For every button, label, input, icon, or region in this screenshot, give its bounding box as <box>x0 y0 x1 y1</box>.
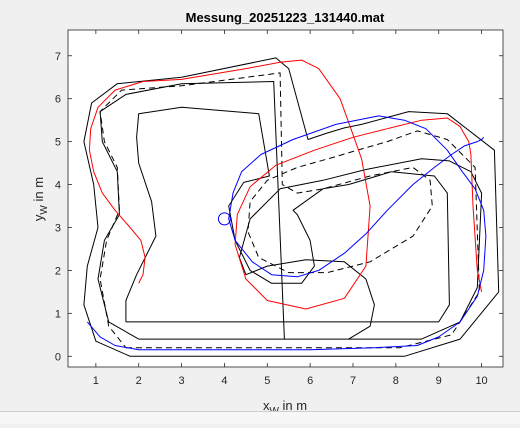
series-line-1 <box>83 57 500 357</box>
y-tick-label: 0 <box>55 351 61 363</box>
x-tick-label: 1 <box>93 375 99 387</box>
y-tick-label: 2 <box>55 265 61 277</box>
x-tick-label: 5 <box>264 375 270 387</box>
axes-box <box>67 29 504 368</box>
chart-title: Messung_20251223_131440.mat <box>186 10 385 25</box>
series-line-5 <box>88 59 483 310</box>
x-tick-label: 6 <box>307 375 313 387</box>
x-tick-label: 4 <box>221 375 227 387</box>
x-tick-label: 8 <box>393 375 399 387</box>
y-tick-label: 5 <box>55 137 61 149</box>
y-tick-label: 7 <box>55 51 61 63</box>
y-tick-label: 3 <box>55 222 61 234</box>
x-tick-label: 3 <box>179 375 185 387</box>
series-line-3 <box>125 106 450 323</box>
axis-tick-labels: 1 2 3 4 5 6 7 8 9 10 0 1 2 3 4 5 6 7 <box>55 51 488 387</box>
trajectory-lines <box>83 57 500 357</box>
series-line-6 <box>86 115 487 351</box>
y-tick-label: 6 <box>55 94 61 106</box>
status-bar <box>0 411 520 424</box>
y-axis-label: yW in m <box>31 177 50 221</box>
x-tick-label: 2 <box>136 375 142 387</box>
markers-group <box>217 212 231 226</box>
axes-background <box>68 30 503 367</box>
series-line-2 <box>97 81 483 340</box>
x-tick-label: 7 <box>350 375 356 387</box>
x-tick-label: 10 <box>475 375 487 387</box>
marker-circle-1 <box>217 212 231 226</box>
x-tick-label: 9 <box>436 375 442 387</box>
y-tick-label: 1 <box>55 308 61 320</box>
axis-ticks <box>68 30 503 367</box>
series-line-4 <box>99 72 480 349</box>
y-tick-label: 4 <box>55 180 61 192</box>
